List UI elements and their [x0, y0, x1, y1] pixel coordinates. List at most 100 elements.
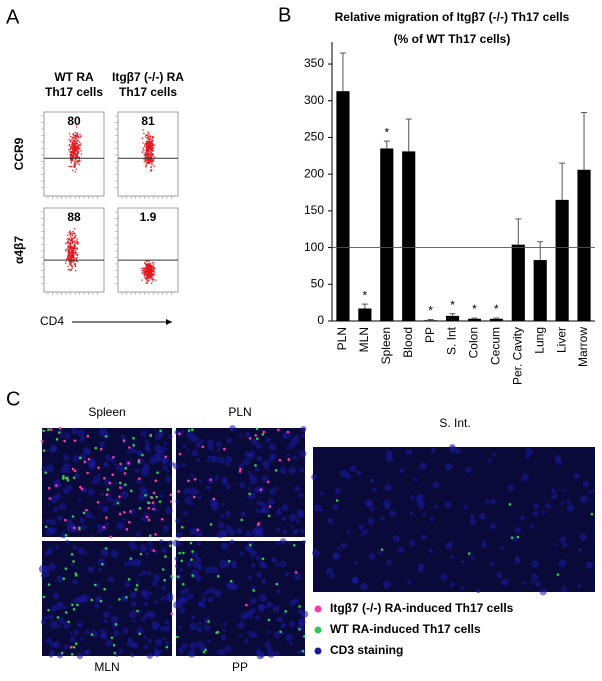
dot	[73, 228, 76, 230]
cd3-cell	[172, 539, 180, 547]
dot	[150, 142, 152, 144]
dot	[67, 255, 69, 257]
cd3-cell	[178, 625, 182, 629]
dot	[74, 171, 77, 173]
cd3-cell	[114, 481, 118, 485]
dot	[146, 141, 148, 143]
dot	[71, 247, 73, 249]
cd3-cell	[168, 434, 173, 439]
column-header: Th17 cells	[119, 85, 177, 99]
dot	[72, 252, 74, 255]
dot	[148, 145, 151, 148]
bar	[533, 260, 547, 321]
arrow-head	[166, 319, 172, 325]
cd3-cell	[185, 431, 194, 440]
dot	[151, 269, 153, 271]
cell	[192, 495, 196, 499]
panel-letter: C	[6, 388, 20, 410]
dot	[64, 262, 67, 264]
dot	[149, 159, 151, 161]
cd3-cell	[165, 506, 173, 515]
dot	[143, 145, 146, 147]
cd3-cell	[201, 603, 206, 609]
dot	[150, 160, 152, 162]
cell	[298, 628, 301, 631]
cd3-cell	[279, 467, 287, 474]
dot	[68, 133, 71, 135]
dot	[151, 278, 153, 280]
cd3-cell	[146, 571, 151, 576]
dot	[65, 260, 67, 262]
cd3-cell	[76, 596, 83, 603]
cell	[266, 480, 270, 484]
cd3-cell	[50, 620, 59, 629]
cd3-cell	[296, 649, 302, 655]
dot	[148, 272, 150, 275]
dot	[77, 242, 79, 244]
dot	[145, 163, 147, 165]
cell	[62, 577, 66, 581]
cd3-cell	[244, 450, 250, 456]
cell	[279, 630, 282, 634]
dot	[70, 153, 73, 155]
cell	[223, 447, 226, 451]
cd3-cell	[460, 585, 465, 590]
cell	[180, 525, 184, 529]
cell	[335, 499, 339, 502]
dot	[149, 268, 151, 270]
cd3-cell	[74, 472, 80, 479]
cd3-cell	[288, 641, 293, 646]
dot	[152, 159, 154, 161]
dot	[152, 266, 154, 269]
cd3-cell	[449, 445, 457, 453]
cd3-cell	[409, 511, 413, 515]
dot	[150, 268, 152, 270]
cell	[90, 598, 93, 602]
cd3-cell	[225, 455, 233, 463]
dot	[77, 136, 79, 138]
cell	[71, 603, 74, 607]
dot	[69, 151, 71, 153]
dot	[146, 145, 148, 148]
cd3-cell	[418, 568, 423, 573]
dot	[151, 163, 153, 166]
dot	[150, 265, 152, 267]
dot	[143, 161, 145, 163]
cd3-cell	[128, 446, 136, 454]
dot	[71, 156, 73, 159]
cd3-cell	[217, 522, 225, 529]
dot	[151, 146, 154, 149]
dot	[75, 240, 77, 242]
cell	[178, 452, 182, 456]
dot	[153, 165, 155, 167]
cell	[278, 458, 282, 462]
dot	[68, 252, 70, 255]
dot	[150, 146, 152, 149]
image-label: MLN	[94, 660, 119, 674]
dot	[146, 152, 149, 154]
cd3-cell	[512, 536, 518, 542]
dot	[149, 161, 152, 163]
dot	[75, 138, 77, 140]
cd3-cell	[289, 514, 297, 522]
dot	[68, 249, 70, 251]
dot	[146, 268, 148, 270]
cd3-cell	[83, 550, 88, 555]
cd3-cell	[224, 561, 230, 568]
dot	[74, 232, 76, 235]
dot	[146, 272, 148, 274]
dot	[145, 143, 147, 146]
bar	[555, 199, 569, 321]
cd3-cell	[256, 572, 262, 578]
dot	[141, 270, 143, 272]
dot	[71, 159, 74, 162]
cd3-cell	[370, 507, 375, 512]
cd3-cell	[112, 502, 116, 507]
dot	[148, 260, 151, 262]
cell	[150, 496, 153, 499]
cell	[152, 507, 155, 511]
cell	[138, 632, 141, 636]
cd3-cell	[116, 521, 125, 530]
dot	[71, 141, 74, 144]
cd3-cell	[59, 430, 64, 434]
